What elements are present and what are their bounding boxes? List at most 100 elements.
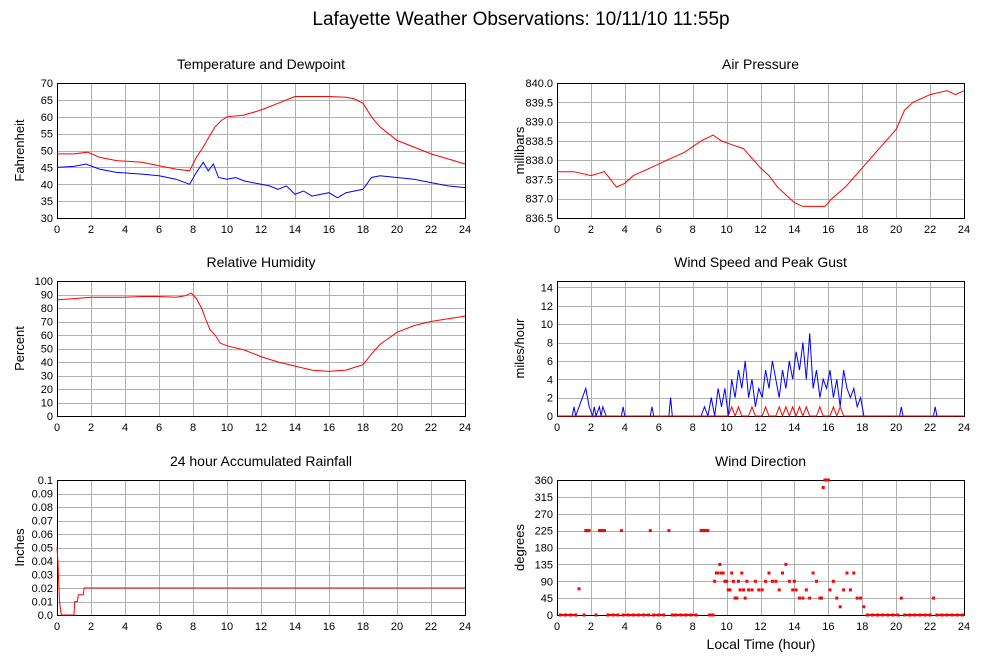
y-tick-label: 45 — [41, 162, 53, 174]
x-tick-label: 2 — [88, 224, 94, 236]
data-point — [726, 588, 730, 592]
x-tick-label: 12 — [754, 422, 766, 434]
y-tick-label: 90 — [541, 576, 553, 588]
data-point — [831, 579, 835, 583]
data-point — [619, 529, 623, 533]
y-tick-label: 8 — [547, 338, 553, 350]
x-tick-label: 12 — [754, 224, 766, 236]
series-line — [557, 405, 964, 418]
y-tick-label: 180 — [535, 543, 553, 555]
data-point — [845, 571, 849, 575]
data-point — [842, 588, 846, 592]
data-point — [597, 529, 601, 533]
data-point — [701, 529, 705, 533]
data-point — [704, 529, 708, 533]
data-point — [899, 596, 903, 600]
data-point — [584, 529, 588, 533]
x-tick-label: 0 — [554, 621, 560, 633]
x-tick-label: 20 — [391, 224, 403, 236]
data-point — [804, 588, 808, 592]
data-point — [647, 613, 651, 617]
x-tick-label: 16 — [822, 422, 834, 434]
x-tick-label: 8 — [690, 621, 696, 633]
y-axis-label: millibars — [512, 126, 527, 174]
y-tick-label: 10 — [541, 319, 553, 331]
data-point — [735, 596, 739, 600]
data-point — [826, 478, 830, 482]
x-tick-label: 10 — [720, 422, 732, 434]
y-tick-label: 45 — [541, 593, 553, 605]
data-point — [743, 596, 747, 600]
data-point — [703, 529, 706, 533]
series-line — [57, 96, 466, 172]
data-point — [706, 529, 710, 533]
y-tick-label: 50 — [41, 344, 53, 356]
plot-frame — [557, 83, 965, 219]
y-tick-label: 0.07 — [32, 516, 53, 528]
x-tick-label: 12 — [255, 224, 267, 236]
data-point — [599, 529, 603, 533]
series-line — [557, 333, 964, 418]
data-point — [848, 588, 852, 592]
x-tick-label: 2 — [588, 422, 594, 434]
x-tick-label: 10 — [221, 422, 233, 434]
data-point — [828, 588, 832, 592]
chart-title: Temperature and Dewpoint — [177, 56, 345, 72]
data-point — [721, 571, 725, 575]
data-point — [745, 579, 749, 583]
x-tick-label: 16 — [323, 422, 335, 434]
data-point — [825, 478, 829, 482]
y-axis-label: Fahrenheit — [12, 119, 27, 182]
y-tick-label: 40 — [41, 179, 53, 191]
y-tick-label: 20 — [41, 384, 53, 396]
x-tick-label: 16 — [323, 224, 335, 236]
data-point — [730, 571, 734, 575]
x-tick-label: 0 — [554, 422, 560, 434]
y-tick-label: 0.02 — [32, 583, 53, 595]
data-point — [896, 613, 900, 617]
data-point — [667, 529, 671, 533]
data-point — [798, 596, 801, 600]
data-point — [747, 588, 751, 592]
data-point — [770, 579, 774, 583]
x-tick-label: 8 — [190, 224, 196, 236]
y-tick-label: 839.0 — [525, 117, 553, 129]
x-tick-label: 14 — [788, 621, 800, 633]
data-point — [792, 579, 796, 583]
data-point — [820, 596, 823, 600]
x-tick-label: 2 — [88, 422, 94, 434]
data-point — [716, 571, 720, 575]
y-tick-label: 2 — [547, 393, 553, 405]
y-tick-label: 70 — [41, 78, 53, 90]
x-tick-label: 12 — [754, 621, 766, 633]
y-tick-label: 6 — [547, 356, 553, 368]
y-tick-label: 60 — [41, 112, 53, 124]
plot-frame — [57, 83, 466, 219]
y-tick-label: 839.5 — [525, 97, 553, 109]
x-tick-label: 16 — [822, 224, 834, 236]
x-tick-label: 14 — [289, 224, 301, 236]
data-point — [713, 579, 717, 583]
data-point — [932, 596, 935, 600]
y-tick-label: 50 — [41, 146, 53, 158]
y-tick-label: 0.09 — [32, 489, 53, 501]
y-tick-label: 0 — [47, 411, 53, 423]
data-point — [852, 571, 856, 575]
y-tick-label: 70 — [41, 317, 53, 329]
y-tick-label: 65 — [41, 95, 53, 107]
data-point — [928, 613, 932, 617]
y-tick-label: 837.5 — [525, 174, 553, 186]
x-tick-label: 6 — [656, 224, 662, 236]
data-point — [753, 579, 757, 583]
data-point — [587, 529, 591, 533]
data-point — [764, 579, 768, 583]
y-tick-label: 10 — [41, 398, 53, 410]
x-tick-label: 10 — [221, 224, 233, 236]
y-tick-label: 225 — [535, 526, 553, 538]
y-tick-label: 838.5 — [525, 136, 553, 148]
data-point — [757, 588, 761, 592]
x-tick-label: 14 — [788, 224, 800, 236]
x-tick-label: 4 — [122, 422, 128, 434]
